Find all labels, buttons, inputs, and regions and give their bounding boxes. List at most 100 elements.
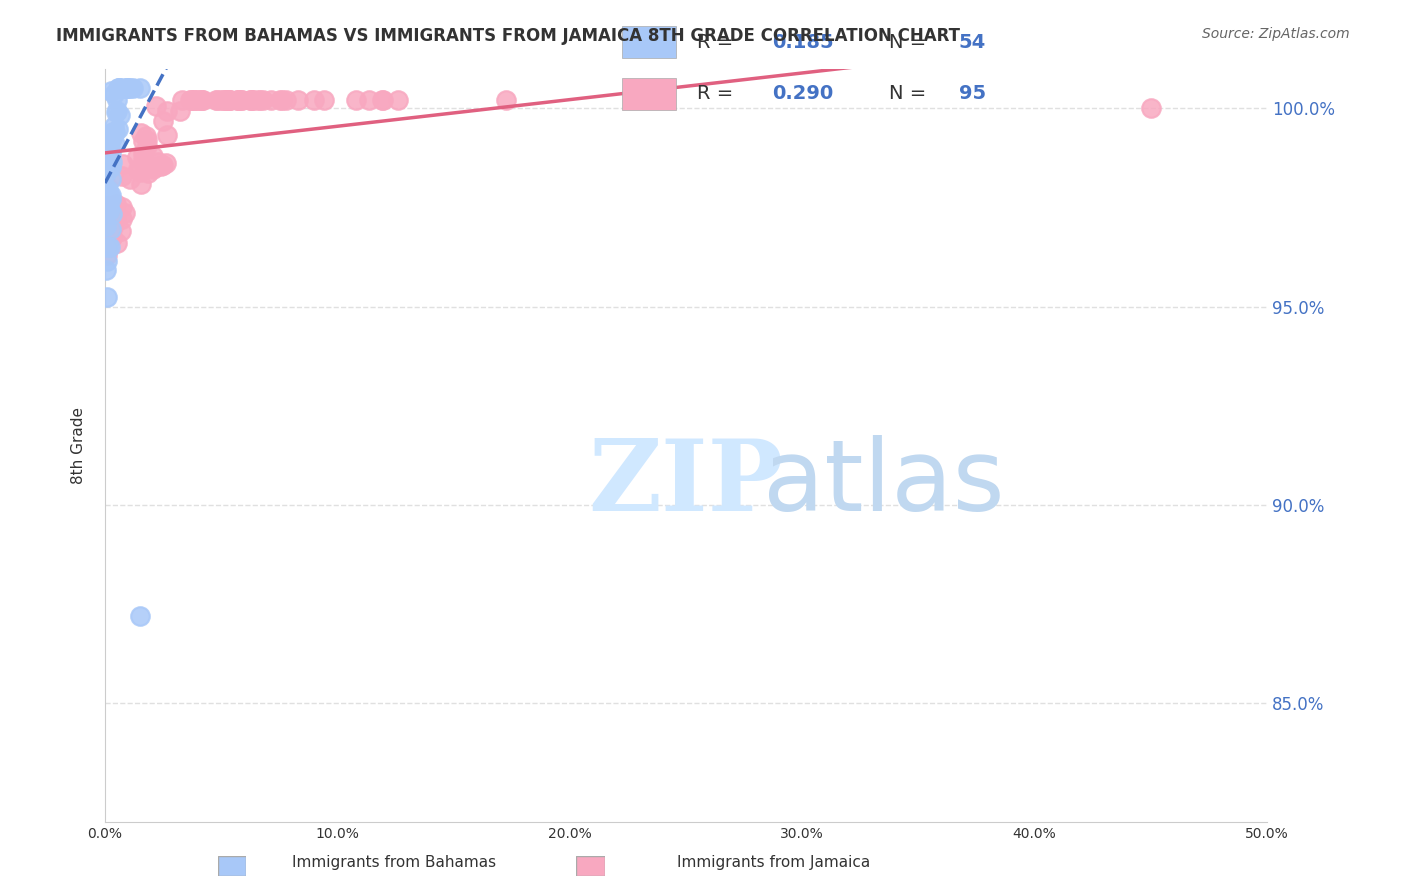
FancyBboxPatch shape xyxy=(218,856,246,876)
Point xyxy=(387,93,409,107)
Point xyxy=(100,187,122,202)
Point xyxy=(145,161,167,175)
Point xyxy=(217,93,239,107)
Point xyxy=(97,183,120,197)
Point xyxy=(111,81,134,95)
Point xyxy=(101,125,124,139)
Point xyxy=(100,192,122,206)
Text: Immigrants from Jamaica: Immigrants from Jamaica xyxy=(676,855,870,870)
Point xyxy=(373,93,395,107)
Point xyxy=(98,153,121,167)
Point xyxy=(120,172,142,186)
Point xyxy=(105,211,128,226)
Point xyxy=(108,108,131,122)
Point xyxy=(211,93,233,107)
Point xyxy=(101,229,124,244)
Point xyxy=(125,150,148,164)
Point xyxy=(98,202,121,216)
Point xyxy=(98,204,121,219)
Point xyxy=(219,93,242,107)
Point xyxy=(207,93,229,107)
Point xyxy=(100,219,122,233)
Point xyxy=(96,181,118,195)
Point xyxy=(156,128,179,143)
Point xyxy=(117,81,139,95)
Point xyxy=(107,122,129,136)
Point xyxy=(111,200,134,214)
Point xyxy=(156,104,179,119)
Point xyxy=(98,204,121,219)
Point xyxy=(101,154,124,169)
Point xyxy=(371,93,394,107)
Point xyxy=(191,93,214,107)
Point xyxy=(100,160,122,174)
Text: R =: R = xyxy=(697,33,740,52)
Point xyxy=(170,93,193,107)
Point xyxy=(97,133,120,147)
Point xyxy=(100,126,122,140)
Point xyxy=(249,93,271,107)
Point xyxy=(228,93,250,107)
Point xyxy=(215,93,238,107)
Point xyxy=(183,93,205,107)
Point xyxy=(218,93,240,107)
Point xyxy=(104,105,127,120)
Point xyxy=(112,157,135,171)
Point xyxy=(129,165,152,179)
Point xyxy=(132,147,155,161)
Point xyxy=(135,139,157,153)
Point xyxy=(98,192,121,206)
Point xyxy=(129,126,152,140)
Point xyxy=(344,93,367,107)
Point xyxy=(100,147,122,161)
Point xyxy=(96,212,118,227)
Point xyxy=(114,205,136,219)
Point xyxy=(110,224,132,238)
Text: N =: N = xyxy=(890,84,934,103)
Point xyxy=(98,147,121,161)
Point xyxy=(129,177,152,191)
Point xyxy=(226,93,249,107)
Point xyxy=(132,134,155,148)
Point xyxy=(495,93,517,107)
Point xyxy=(246,93,269,107)
Point xyxy=(94,132,117,146)
Point xyxy=(100,230,122,244)
Point xyxy=(96,236,118,251)
Point xyxy=(111,212,134,227)
Point xyxy=(135,128,157,143)
Point xyxy=(97,240,120,254)
Point xyxy=(180,93,202,107)
Point xyxy=(96,254,118,268)
Text: IMMIGRANTS FROM BAHAMAS VS IMMIGRANTS FROM JAMAICA 8TH GRADE CORRELATION CHART: IMMIGRANTS FROM BAHAMAS VS IMMIGRANTS FR… xyxy=(56,27,960,45)
Point xyxy=(302,93,325,107)
FancyBboxPatch shape xyxy=(623,78,676,110)
Point xyxy=(179,93,201,107)
Point xyxy=(136,166,159,180)
Point xyxy=(121,81,143,95)
Point xyxy=(187,93,209,107)
Text: 0.290: 0.290 xyxy=(772,84,834,103)
Text: N =: N = xyxy=(890,33,934,52)
Point xyxy=(134,159,156,173)
Point xyxy=(242,93,264,107)
Point xyxy=(96,290,118,304)
Text: Source: ZipAtlas.com: Source: ZipAtlas.com xyxy=(1202,27,1350,41)
Point xyxy=(217,93,239,107)
Point xyxy=(107,81,129,95)
Y-axis label: 8th Grade: 8th Grade xyxy=(72,407,86,484)
Point xyxy=(155,155,177,169)
Point xyxy=(209,93,232,107)
Text: atlas: atlas xyxy=(762,434,1004,532)
Point xyxy=(94,219,117,233)
Point xyxy=(1139,101,1161,115)
Point xyxy=(104,125,127,139)
Point xyxy=(184,93,207,107)
Point xyxy=(98,240,121,254)
FancyBboxPatch shape xyxy=(623,26,676,58)
Point xyxy=(226,93,249,107)
Point xyxy=(217,93,239,107)
Point xyxy=(240,93,263,107)
Point xyxy=(98,159,121,173)
Point xyxy=(115,81,138,95)
